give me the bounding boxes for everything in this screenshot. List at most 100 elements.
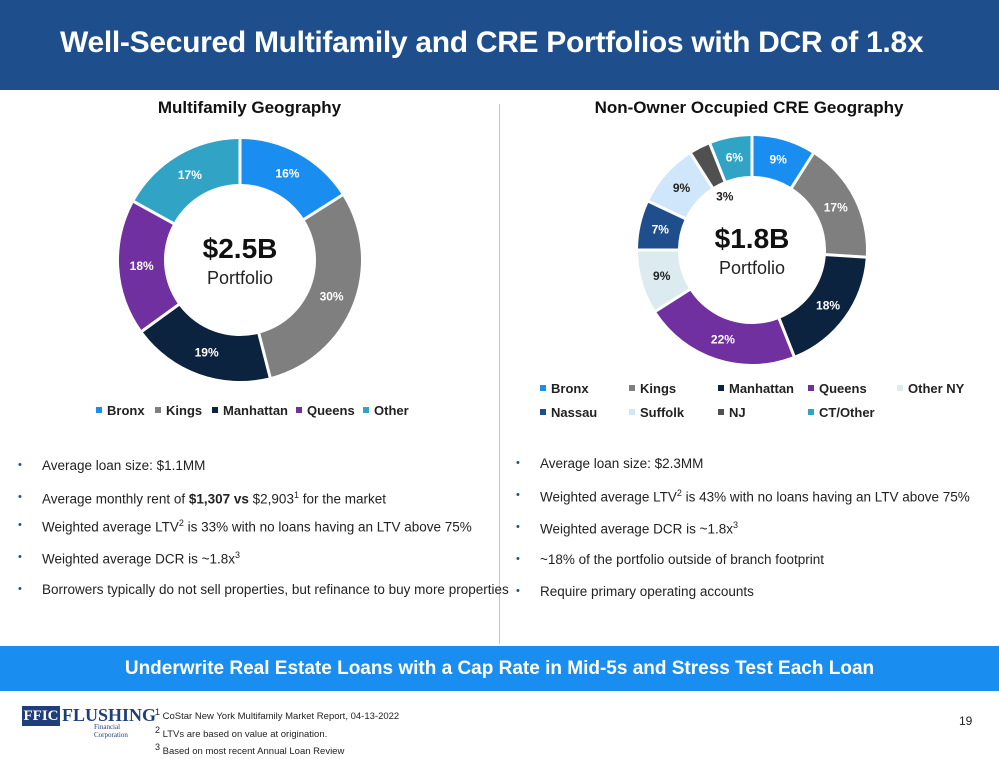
legend-label: Nassau bbox=[551, 405, 598, 420]
legend-item-suffolk: Suffolk bbox=[629, 405, 684, 420]
legend-swatch bbox=[629, 385, 635, 391]
center-value: $2.5B bbox=[203, 233, 278, 264]
bullet-text: Borrowers typically do not sell properti… bbox=[42, 582, 509, 597]
legend-item-queens: Queens bbox=[808, 381, 867, 396]
divider bbox=[499, 104, 500, 644]
legend-item-bronx: Bronx bbox=[540, 381, 589, 396]
legend-label: Other NY bbox=[908, 381, 965, 396]
bullet-text: Average loan size: $2.3MM bbox=[540, 456, 704, 471]
bullet-text: Average loan size: $1.1MM bbox=[42, 458, 206, 473]
bullet-dot: • bbox=[516, 585, 520, 597]
data-label: 19% bbox=[195, 346, 219, 360]
data-label: 3% bbox=[716, 190, 734, 204]
bullet-list-multifamily: • Average loan size: $1.1MM • Average month… bbox=[18, 458, 509, 608]
page-number: 19 bbox=[959, 714, 973, 728]
bullet-dot: • bbox=[18, 551, 22, 563]
slice-nassau bbox=[638, 202, 685, 249]
legend-label: Suffolk bbox=[640, 405, 685, 420]
data-label: 17% bbox=[824, 200, 848, 214]
bullet-dot: • bbox=[516, 457, 520, 469]
legend-item-manhattan: Manhattan bbox=[718, 381, 794, 396]
legend-swatch bbox=[296, 407, 302, 413]
slice-queens bbox=[656, 290, 793, 364]
legend-swatch bbox=[897, 385, 903, 391]
legend-label: Kings bbox=[640, 381, 677, 396]
bullet-dot: • bbox=[18, 491, 22, 503]
footnotes: 1 CoStar New York Multifamily Market Rep… bbox=[155, 706, 399, 759]
center-value: $1.8B bbox=[715, 223, 790, 254]
logo-ffic: FFIC bbox=[22, 706, 60, 726]
legend-item-kings: Kings bbox=[629, 381, 676, 396]
legend-swatch bbox=[363, 407, 369, 413]
chart-title-cre: Non-Owner Occupied CRE Geography bbox=[594, 98, 904, 117]
slice-kings bbox=[792, 154, 866, 256]
slice-other bbox=[134, 139, 239, 223]
legend-label: Manhattan bbox=[729, 381, 794, 396]
slice-manhattan bbox=[142, 305, 269, 381]
legend-label: Other bbox=[374, 403, 409, 418]
footnote: 3 Based on most recent Annual Loan Revie… bbox=[155, 742, 345, 758]
bullet-dot: • bbox=[18, 459, 22, 471]
bullet-text: Weighted average LTV2 is 43% with no loa… bbox=[540, 488, 970, 505]
footnote: 1 CoStar New York Multifamily Market Rep… bbox=[155, 707, 400, 723]
bullet-text: Require primary operating accounts bbox=[540, 584, 754, 599]
slice-suffolk bbox=[649, 154, 712, 218]
bullet-list-cre: • Average loan size: $2.3MM • Weighted aver… bbox=[516, 456, 991, 606]
legend-swatch bbox=[808, 385, 814, 391]
data-label: 22% bbox=[711, 332, 735, 346]
donut-chart-multifamily: 16% 30% 19% 18% 17% $2.5B Portfolio bbox=[118, 139, 361, 381]
legend-swatch bbox=[96, 407, 102, 413]
bullet-dot: • bbox=[18, 519, 22, 531]
logo-flushing: FLUSHING bbox=[62, 705, 157, 725]
bullet-dot: • bbox=[516, 521, 520, 533]
footnote: 2 LTVs are based on value at origination… bbox=[155, 724, 328, 740]
legend-label: Bronx bbox=[107, 403, 145, 418]
slice-bronx bbox=[241, 139, 342, 219]
legend-multifamily: Bronx Kings Manhattan Queens Other bbox=[0, 403, 499, 421]
legend-item-ct-other: CT/Other bbox=[808, 405, 875, 420]
slice-other-ny bbox=[638, 251, 689, 310]
legend-label: Bronx bbox=[551, 381, 589, 396]
bullet-text: ~18% of the portfolio outside of branch … bbox=[540, 552, 825, 567]
data-label: 6% bbox=[726, 151, 744, 165]
legend-swatch bbox=[155, 407, 161, 413]
logo-corp: Financial Corporation bbox=[94, 723, 128, 739]
company-logo: FFIC FLUSHING Financial Corporation bbox=[22, 705, 156, 739]
legend-label: NJ bbox=[729, 405, 746, 420]
legend-swatch bbox=[629, 409, 635, 415]
legend-swatch bbox=[718, 385, 724, 391]
legend-item-kings: Kings bbox=[155, 403, 202, 418]
slice-kings bbox=[260, 196, 361, 377]
bullet-text: Weighted average DCR is ~1.8x3 bbox=[42, 550, 240, 567]
data-label: 7% bbox=[652, 222, 670, 236]
legend-swatch bbox=[540, 409, 546, 415]
page-title: Well-Secured Multifamily and CRE Portfol… bbox=[60, 26, 924, 59]
legend-item-nassau: Nassau bbox=[540, 405, 597, 420]
data-label: 16% bbox=[275, 167, 299, 181]
legend-label: Manhattan bbox=[223, 403, 288, 418]
legend-swatch bbox=[718, 409, 724, 415]
bullet-text: Weighted average DCR is ~1.8x3 bbox=[540, 520, 738, 537]
legend-label: CT/Other bbox=[819, 405, 875, 420]
slice-manhattan bbox=[780, 256, 866, 356]
data-label: 18% bbox=[816, 298, 840, 312]
banner: Underwrite Real Estate Loans with a Cap … bbox=[0, 646, 999, 691]
bullet-text: Weighted average LTV2 is 33% with no loa… bbox=[42, 518, 472, 535]
bullet-dot: • bbox=[516, 553, 520, 565]
banner-text: Underwrite Real Estate Loans with a Cap … bbox=[124, 658, 875, 679]
slice-ct-other bbox=[711, 136, 751, 181]
slice-nj bbox=[692, 144, 724, 187]
legend-swatch bbox=[540, 385, 546, 391]
data-label: 18% bbox=[130, 259, 154, 273]
bullet-dot: • bbox=[18, 583, 22, 595]
data-label: 30% bbox=[320, 289, 344, 303]
legend-label: Kings bbox=[166, 403, 203, 418]
legend-item-manhattan: Manhattan bbox=[212, 403, 288, 418]
center-label: Portfolio bbox=[719, 258, 785, 278]
legend-item-other-ny: Other NY bbox=[897, 381, 964, 396]
legend-label: Queens bbox=[307, 403, 355, 418]
legend-item-bronx: Bronx bbox=[96, 403, 145, 418]
legend-item-nj: NJ bbox=[718, 405, 746, 420]
slice-queens bbox=[118, 203, 178, 330]
legend-label: Queens bbox=[819, 381, 867, 396]
